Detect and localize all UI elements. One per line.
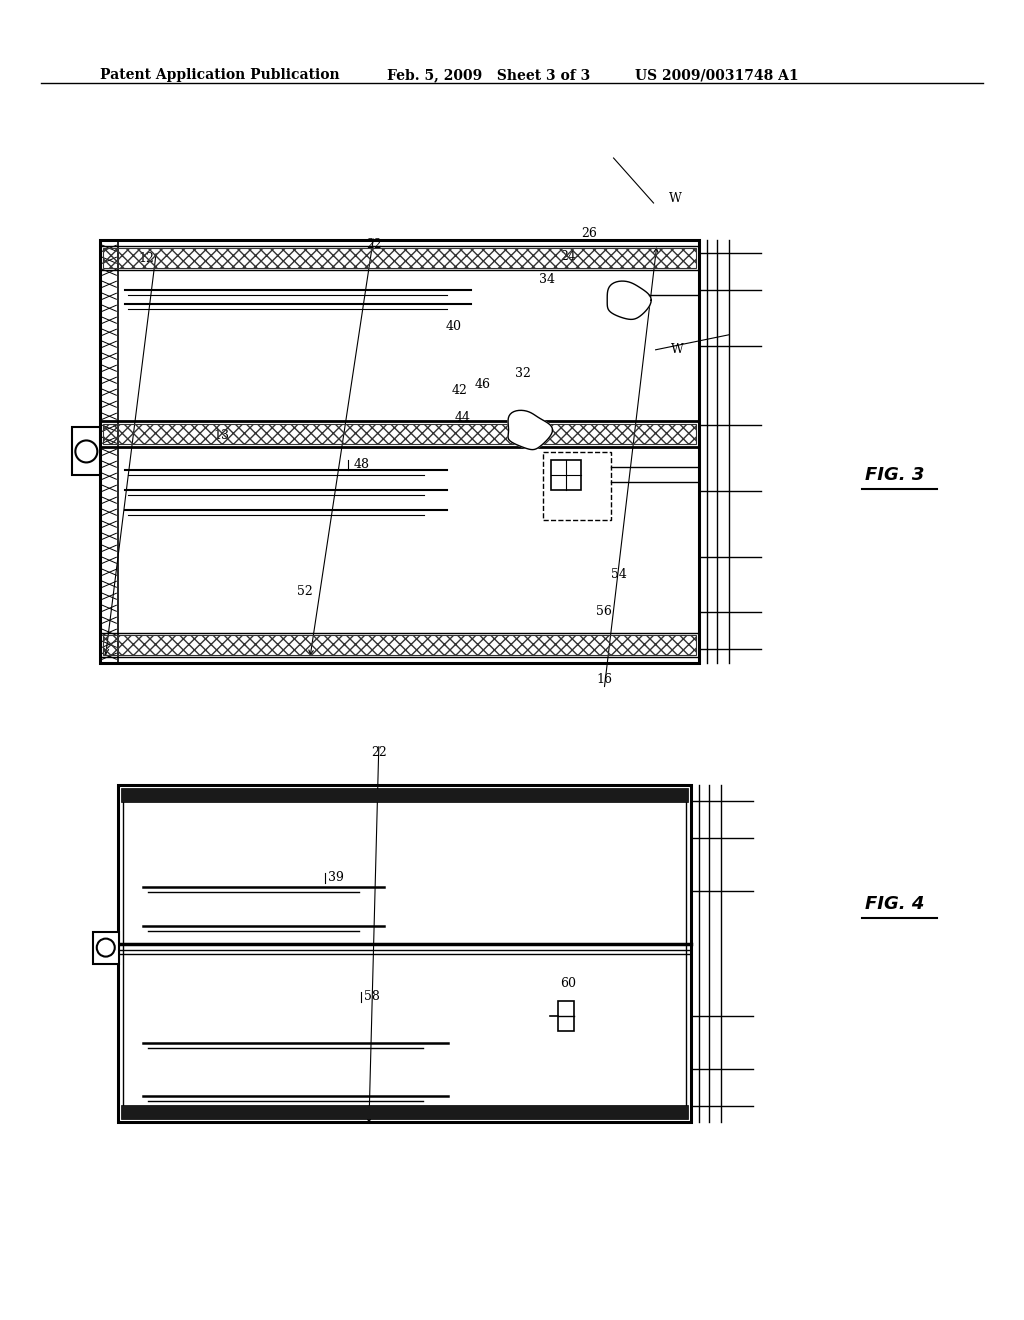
Bar (558, 1001, 574, 1031)
Text: 40: 40 (445, 319, 462, 333)
Text: 34: 34 (539, 273, 555, 286)
Text: 24: 24 (560, 249, 577, 263)
Text: 46: 46 (474, 378, 490, 391)
Circle shape (76, 441, 97, 462)
Text: 16: 16 (596, 673, 612, 686)
Bar (118, 785, 690, 1122)
Text: 12: 12 (138, 252, 155, 265)
Bar (93, 932, 119, 964)
Text: FIG. 3: FIG. 3 (865, 466, 925, 484)
Text: 39: 39 (328, 871, 344, 884)
Polygon shape (508, 411, 553, 450)
Text: 22: 22 (366, 238, 382, 251)
Text: 60: 60 (560, 977, 577, 990)
Text: 52: 52 (297, 585, 312, 598)
Bar (103, 424, 696, 444)
Bar (100, 240, 698, 663)
Bar (103, 248, 696, 268)
Text: 58: 58 (364, 990, 380, 1003)
Bar (121, 788, 688, 803)
Bar (103, 635, 696, 655)
Bar (123, 791, 686, 1117)
Bar (73, 428, 100, 475)
Text: 54: 54 (611, 568, 628, 581)
Text: 22: 22 (371, 746, 387, 759)
Text: US 2009/0031748 A1: US 2009/0031748 A1 (635, 69, 799, 82)
Text: 13: 13 (213, 429, 229, 442)
Bar (551, 459, 582, 490)
Text: Feb. 5, 2009   Sheet 3 of 3: Feb. 5, 2009 Sheet 3 of 3 (387, 69, 590, 82)
Text: W: W (669, 191, 682, 205)
Bar (121, 1105, 688, 1119)
Text: Patent Application Publication: Patent Application Publication (100, 69, 340, 82)
Text: 48: 48 (353, 458, 370, 471)
Text: 32: 32 (515, 367, 531, 380)
Circle shape (96, 939, 115, 957)
Polygon shape (607, 281, 651, 319)
Bar (543, 451, 611, 520)
Text: 44: 44 (455, 411, 471, 424)
Text: 56: 56 (596, 605, 612, 618)
Text: FIG. 4: FIG. 4 (865, 895, 925, 913)
Text: 26: 26 (582, 227, 598, 240)
Text: W: W (671, 343, 684, 356)
Text: 42: 42 (452, 384, 468, 397)
